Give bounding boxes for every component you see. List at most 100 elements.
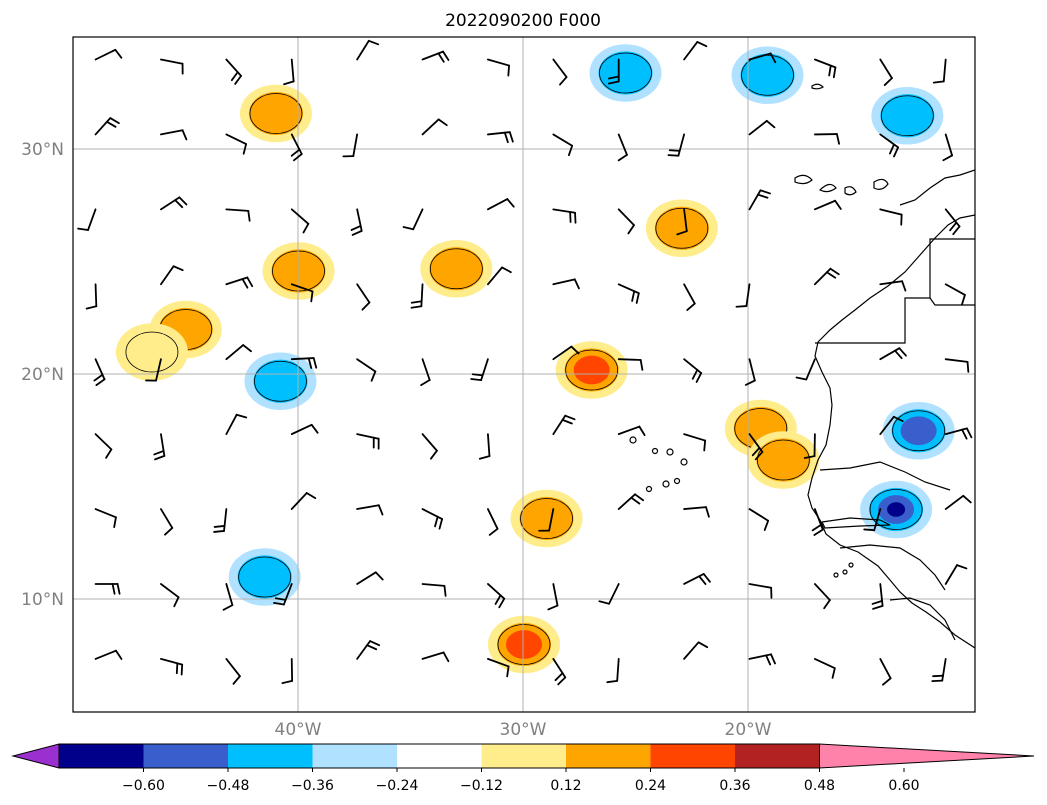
wind-barb [748, 508, 770, 531]
map-title: 2022090200 F000 [445, 11, 601, 31]
wind-barb [281, 658, 294, 685]
wind-barb [803, 433, 816, 459]
wind-barb [213, 508, 228, 533]
colorbar [11, 743, 1035, 769]
wind-barb [420, 358, 431, 387]
wind-barb [94, 583, 121, 595]
wind-barb [617, 283, 640, 304]
wind-barb [552, 208, 577, 224]
wind-barb [222, 583, 234, 611]
colorbar-extend-max [819, 743, 1035, 769]
wind-barb [350, 208, 363, 236]
cape-verde-island-7 [673, 477, 681, 485]
wind-barb [744, 358, 756, 386]
anomaly-blob-4 [420, 239, 493, 298]
anomaly-blob-11 [747, 431, 820, 489]
wind-barb [552, 414, 576, 436]
wind-barb [617, 493, 645, 510]
wind-barb [879, 58, 893, 86]
colorbar-tick-labels: −0.60 −0.48 −0.36 −0.24 −0.12 0.12 0.24 0.36 0.4… [122, 768, 920, 794]
colorbar-tick-label: 0.36 [719, 778, 750, 794]
canary-island-3 [844, 186, 857, 196]
wind-barb [879, 280, 907, 292]
wind-barb [160, 658, 184, 676]
anomaly-blob-7 [488, 615, 560, 674]
wind-barb [748, 119, 776, 136]
wind-barb [85, 283, 98, 310]
wind-barb [748, 653, 776, 666]
wind-barb [863, 508, 882, 532]
western-sahara-border [815, 238, 975, 344]
anomaly-blob-16 [871, 86, 944, 145]
wind-barb [356, 39, 380, 61]
wind-barb [944, 427, 973, 440]
map-gridlines [73, 37, 975, 712]
wind-barb [94, 433, 113, 459]
colorbar-tick-label: −0.36 [291, 778, 334, 794]
colorbar-segment [650, 744, 735, 768]
wind-barb [813, 58, 837, 79]
bijagos-island-1 [833, 572, 839, 578]
colorbar-segment [735, 744, 820, 768]
wind-barb [145, 358, 162, 382]
colorbar-segment [228, 744, 313, 768]
wind-barb [944, 208, 961, 236]
wind-barb [617, 425, 646, 437]
wind-barb [617, 358, 644, 371]
wind-barb [552, 278, 580, 290]
anomaly-blob-15 [882, 401, 955, 460]
wind-barb [748, 189, 771, 211]
cape-verde-island-3 [666, 448, 674, 456]
wind-barb [879, 658, 892, 686]
wind-barb [160, 58, 184, 75]
anomaly-blob-5 [555, 341, 628, 399]
wind-barb [160, 265, 184, 286]
wind-barb [795, 358, 816, 381]
sierra-leone-border [889, 597, 956, 641]
wind-barb [94, 508, 117, 529]
wind-barb [932, 58, 947, 84]
wind-barb [944, 564, 968, 585]
wind-barb [944, 494, 972, 510]
cape-verde-island-6 [662, 480, 670, 488]
wind-barb [93, 358, 106, 387]
lat-label-30n: 30°N [21, 140, 64, 160]
cape-verde-island-4 [680, 458, 688, 466]
wind-barb [813, 267, 840, 286]
wind-barb [552, 345, 580, 361]
wind-barb [683, 641, 709, 660]
wind-barb [356, 571, 384, 585]
anomaly-blob-18 [731, 46, 804, 105]
wind-barb [225, 133, 248, 155]
wind-barb [487, 583, 506, 609]
wind-barb [478, 433, 491, 460]
wind-barb [547, 583, 559, 611]
lon-label-30w: 30°W [500, 720, 547, 740]
wind-barb [813, 583, 831, 610]
wind-barb [683, 433, 707, 452]
wind-barb [225, 413, 248, 436]
lat-label-20n: 20°N [21, 365, 64, 385]
wind-barb [683, 506, 710, 518]
wind-barb [487, 198, 515, 211]
wind-barb [942, 133, 954, 162]
wind-barb [879, 415, 904, 436]
wind-barbs [77, 39, 973, 686]
wind-barb [617, 208, 635, 235]
wind-barb [879, 208, 903, 226]
wind-barb [421, 508, 444, 530]
bijagos-island-2 [842, 569, 848, 575]
colorbar-segment [143, 744, 228, 768]
anomaly-blob-6 [510, 489, 583, 548]
wind-barb [356, 283, 371, 311]
colorbar-extend-min [11, 743, 60, 769]
wind-barb [273, 583, 293, 606]
anomaly-blob-17 [589, 44, 662, 102]
wind-barb [421, 118, 448, 136]
anomaly-blob-9 [645, 199, 718, 258]
colorbar-tick-label: 0.24 [635, 778, 666, 794]
wind-barb [879, 347, 907, 361]
wind-barb [402, 208, 424, 231]
colorbar-tick-label: −0.12 [460, 778, 503, 794]
